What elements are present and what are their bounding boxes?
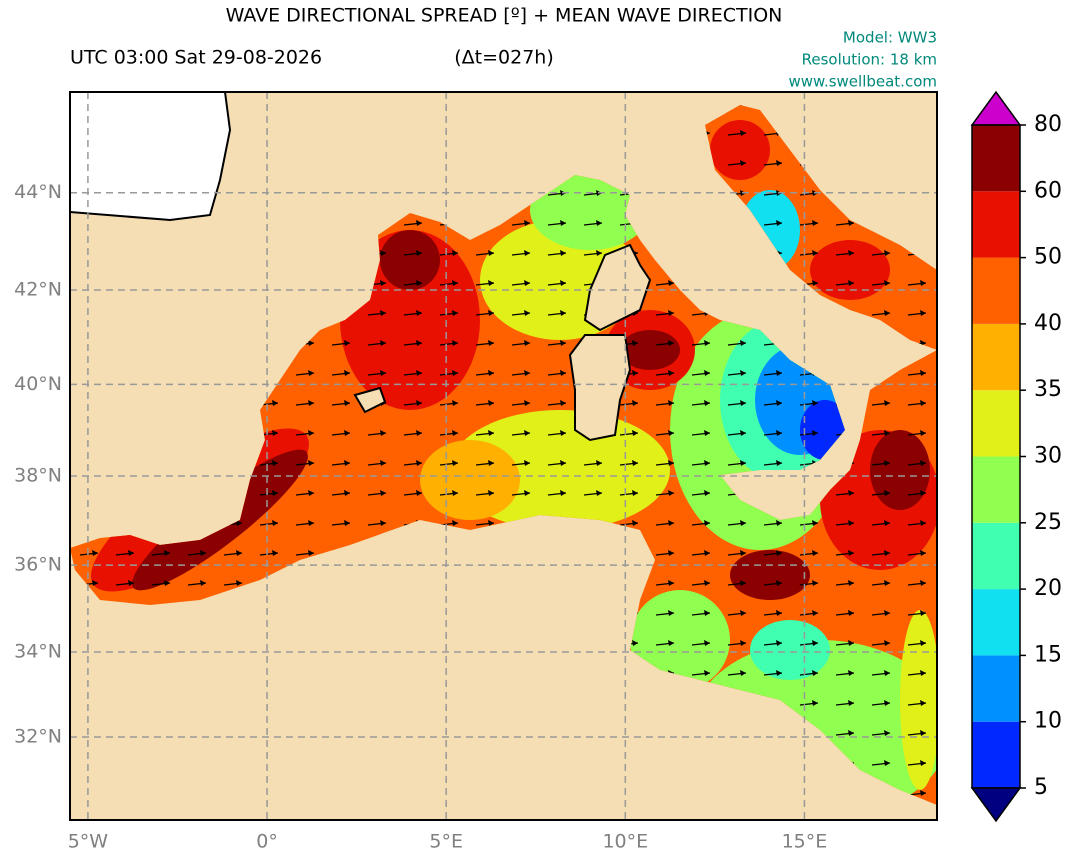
y-tick-label: 38°N	[14, 464, 62, 486]
y-tick-label: 44°N	[14, 181, 62, 203]
colorbar-segment	[972, 522, 1020, 590]
x-tick-label: 0°	[256, 831, 278, 853]
colorbar-tick-label: 20	[1034, 576, 1062, 601]
map-frame	[69, 91, 938, 821]
y-tick-label: 34°N	[14, 641, 62, 663]
resolution-label: Resolution: 18 km	[802, 51, 937, 69]
y-tick-label: 36°N	[14, 554, 62, 576]
colorbar-tick-label: 60	[1034, 178, 1062, 203]
colorbar-tick-label: 40	[1034, 311, 1062, 336]
x-tick-label: 10°E	[602, 831, 648, 853]
colorbar-tick-label: 80	[1034, 112, 1062, 137]
colorbar-segment	[972, 655, 1020, 722]
sardinia	[568, 334, 632, 442]
mallorca	[353, 386, 387, 414]
colorbar-tick-label: 25	[1034, 510, 1062, 535]
title: WAVE DIRECTIONAL SPREAD [º] + MEAN WAVE …	[226, 5, 783, 27]
colorbar-tick-label: 30	[1034, 444, 1062, 469]
colorbar-tick-label: 50	[1034, 245, 1062, 270]
colorbar-extend-over	[970, 90, 1022, 126]
colorbar-segment	[972, 257, 1020, 324]
y-tick-label: 40°N	[14, 373, 62, 395]
x-tick-label: 15°E	[782, 831, 828, 853]
model-label: Model: WW3	[843, 29, 937, 47]
website-label: www.swellbeat.com	[789, 73, 937, 91]
colorbar-extend-under	[970, 787, 1022, 823]
time-label: UTC 03:00 Sat 29-08-2026	[70, 47, 322, 69]
colorbar-tick-label: 35	[1034, 377, 1062, 402]
delta-label: (Δt=027h)	[454, 47, 554, 69]
y-tick-label: 42°N	[14, 279, 62, 301]
colorbar-segment	[972, 125, 1020, 192]
colorbar-segment	[972, 721, 1020, 788]
atlantic	[70, 92, 232, 222]
colorbar-tick-label: 15	[1034, 642, 1062, 667]
corsica	[583, 243, 652, 332]
colorbar-tick-label: 10	[1034, 709, 1062, 734]
x-tick-label: 5°W	[68, 831, 109, 853]
colorbar-segment	[972, 191, 1020, 258]
x-tick-label: 5°E	[429, 831, 463, 853]
y-tick-label: 32°N	[14, 725, 62, 747]
colorbar-segment	[972, 323, 1020, 391]
colorbar-segment	[972, 390, 1020, 457]
colorbar-tick-label: 5	[1034, 775, 1048, 800]
map	[70, 92, 937, 820]
colorbar-segment	[972, 589, 1020, 656]
colorbar-segment	[972, 456, 1020, 523]
